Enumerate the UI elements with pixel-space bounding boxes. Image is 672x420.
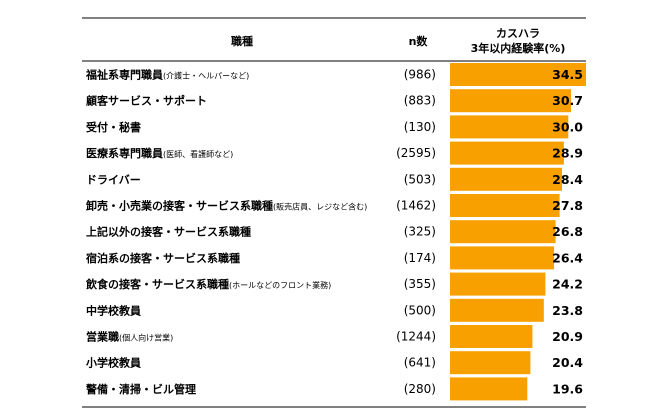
occupation-label: 小学校教員 bbox=[85, 356, 141, 370]
n-count: (325) bbox=[404, 225, 436, 239]
occupation-name: 福祉系専門職員 bbox=[85, 68, 163, 82]
bar bbox=[450, 246, 555, 270]
occupation-name: 上記以外の接客・サービス系職種 bbox=[86, 225, 251, 239]
n-count: (2595) bbox=[396, 146, 436, 160]
bar bbox=[450, 272, 546, 296]
bar bbox=[450, 141, 564, 165]
value-label: 30.0 bbox=[552, 119, 583, 134]
value-label: 28.4 bbox=[552, 172, 583, 187]
header-n: n数 bbox=[409, 34, 429, 48]
bar bbox=[450, 115, 569, 139]
n-count: (355) bbox=[404, 277, 436, 291]
value-label: 27.8 bbox=[552, 198, 583, 213]
bar bbox=[450, 298, 544, 322]
value-label: 30.7 bbox=[552, 93, 583, 108]
occupation-name: 中学校教員 bbox=[86, 303, 141, 317]
chart-rows: 福祉系専門職員(介護士・ヘルパーなど) (986) 34.5 顧客サービス・サポート (… bbox=[85, 63, 586, 401]
value-label: 26.8 bbox=[552, 224, 583, 239]
occupation-name: 顧客サービス・サポート bbox=[86, 94, 207, 108]
occupation-name: 飲食の接客・サービス系職種 bbox=[85, 277, 229, 291]
header-occupation: 職種 bbox=[231, 34, 253, 48]
n-count: (641) bbox=[404, 356, 436, 370]
occupation-label: 警備・清掃・ビル管理 bbox=[85, 382, 196, 396]
n-count: (503) bbox=[404, 172, 436, 186]
value-label: 26.4 bbox=[552, 250, 583, 265]
occupation-label: ドライバー bbox=[86, 173, 141, 186]
bar bbox=[450, 63, 586, 86]
occupation-name: 卸売・小売業の接客・サービス系職種 bbox=[86, 199, 273, 213]
occupation-name: 警備・清掃・ビル管理 bbox=[85, 382, 196, 396]
occupation-label: 福祉系専門職員(介護士・ヘルパーなど) bbox=[85, 68, 249, 82]
occupation-note: (販売店員、レジなど含む) bbox=[273, 202, 367, 212]
occupation-label: 医療系専門職員(医師、看護師など) bbox=[86, 146, 233, 160]
n-count: (1244) bbox=[396, 330, 436, 344]
value-label: 24.2 bbox=[552, 277, 583, 292]
occupation-name: 受付・秘書 bbox=[86, 120, 141, 134]
occupation-name: 医療系専門職員 bbox=[86, 146, 163, 160]
occupation-name: 小学校教員 bbox=[85, 356, 141, 370]
occupation-name: ドライバー bbox=[86, 173, 141, 186]
n-count: (500) bbox=[404, 303, 436, 317]
occupation-label: 飲食の接客・サービス系職種(ホールなどのフロント業務) bbox=[85, 277, 331, 291]
occupation-note: (介護士・ヘルパーなど) bbox=[163, 71, 249, 81]
bar bbox=[450, 89, 571, 113]
value-label: 20.4 bbox=[552, 355, 583, 370]
occupation-name: 営業職 bbox=[86, 330, 119, 344]
n-count: (174) bbox=[404, 251, 436, 265]
n-count: (883) bbox=[404, 94, 436, 108]
n-count: (130) bbox=[404, 120, 436, 134]
occupation-label: 営業職(個人向け営業) bbox=[86, 330, 173, 344]
bar bbox=[450, 377, 528, 401]
occupation-label: 上記以外の接客・サービス系職種 bbox=[86, 225, 251, 239]
occupation-label: 受付・秘書 bbox=[86, 120, 141, 134]
bar bbox=[450, 194, 560, 217]
occupation-label: 宿泊系の接客・サービス系職種 bbox=[86, 251, 240, 265]
occupation-label: 卸売・小売業の接客・サービス系職種(販売店員、レジなど含む) bbox=[86, 199, 367, 213]
header-value-line2: 3年以内経験率(%) bbox=[471, 41, 566, 55]
n-count: (986) bbox=[404, 68, 436, 82]
bar bbox=[450, 351, 531, 375]
header-value-line1: カスハラ bbox=[496, 27, 540, 40]
occupation-label: 顧客サービス・サポート bbox=[86, 94, 207, 108]
occupation-note: (ホールなどのフロント業務) bbox=[229, 280, 331, 290]
n-count: (1462) bbox=[396, 199, 436, 213]
value-label: 20.9 bbox=[552, 329, 583, 344]
occupation-note: (個人向け営業) bbox=[119, 333, 173, 343]
n-count: (280) bbox=[404, 382, 436, 396]
value-label: 28.9 bbox=[552, 146, 583, 161]
occupation-name: 宿泊系の接客・サービス系職種 bbox=[86, 251, 240, 265]
occupation-note: (医師、看護師など) bbox=[163, 149, 233, 159]
bar bbox=[450, 220, 556, 244]
bar bbox=[450, 167, 562, 191]
value-label: 34.5 bbox=[552, 67, 583, 82]
occupation-label: 中学校教員 bbox=[86, 303, 141, 317]
value-label: 23.8 bbox=[552, 303, 583, 318]
value-label: 19.6 bbox=[552, 381, 583, 396]
bar bbox=[450, 325, 533, 348]
